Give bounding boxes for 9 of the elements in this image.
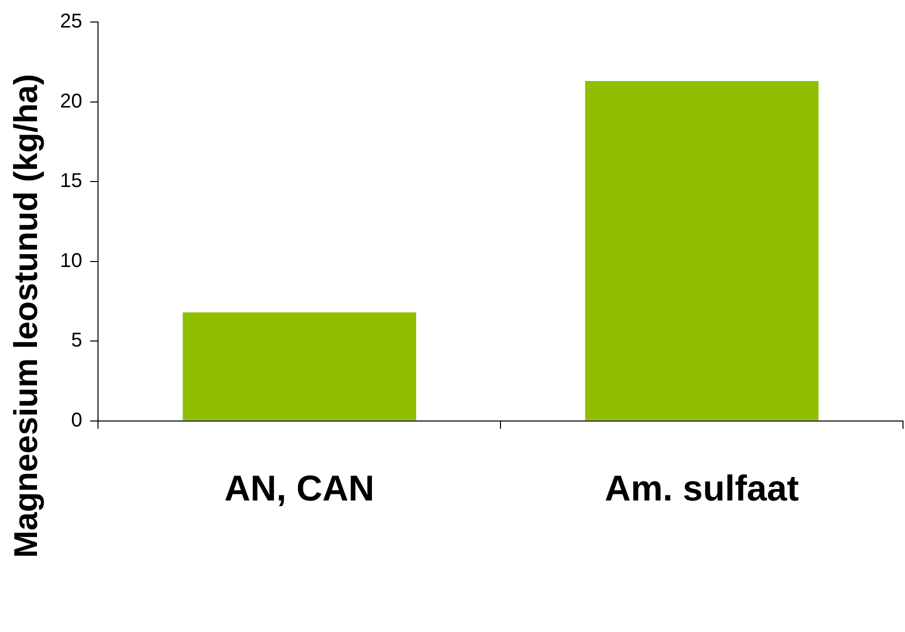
y-tick-label: 15: [60, 170, 82, 192]
y-tick-label: 5: [71, 330, 82, 352]
y-tick-label: 20: [60, 90, 82, 112]
y-tick-label: 10: [60, 250, 82, 272]
x-tick-label: Am. sulfaat: [604, 467, 799, 508]
y-tick-label: 0: [71, 409, 82, 432]
x-tick-label: AN, CAN: [224, 467, 374, 508]
y-axis-title: Magneesium leostunud (kg/ha): [7, 74, 44, 558]
y-tick-label: 25: [60, 10, 82, 33]
